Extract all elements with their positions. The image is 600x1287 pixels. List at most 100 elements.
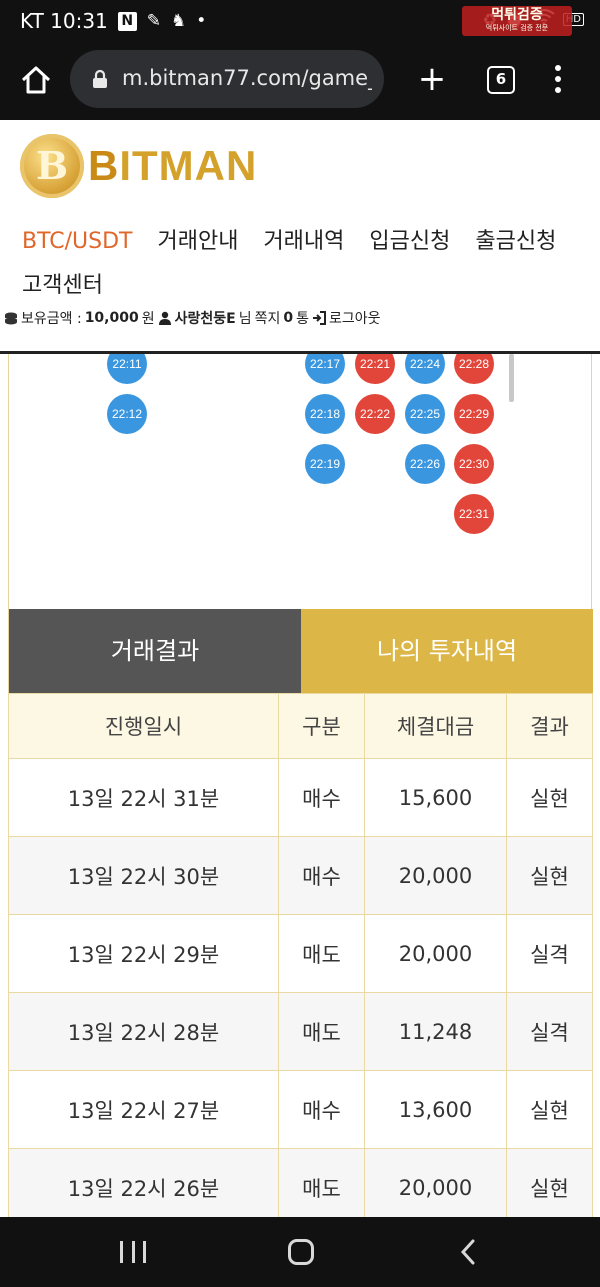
logout-icon (313, 311, 326, 325)
overflow-menu-button[interactable] (548, 62, 568, 98)
nickname-suffix: 님 (238, 311, 252, 327)
main-navigation: BTC/USDT 거래안내 거래내역 입금신청 출금신청 고객센터 (22, 220, 582, 308)
column-header-amount: 체결대금 (364, 693, 507, 759)
table-header-row: 진행일시 구분 체결대금 결과 (8, 693, 593, 759)
recent-apps-button[interactable] (120, 1241, 146, 1263)
watermark-subtitle: 먹튀사이트 검증 전문 (485, 24, 549, 32)
nav-trade-guide[interactable]: 거래안내 (157, 229, 239, 254)
plus-icon: + (417, 59, 447, 99)
cell-datetime: 13일 22시 28분 (8, 992, 279, 1071)
home-nav-button[interactable] (288, 1239, 314, 1265)
brand-wordmark: BITMAN (88, 142, 258, 189)
balance-unit: 원 (141, 311, 155, 327)
table-row: 13일 22시 31분 매수 15,600 실현 (8, 758, 593, 837)
new-tab-button[interactable]: + (416, 62, 448, 96)
site-header: B BITMAN BTC/USDT 거래안내 거래내역 입금신청 출금신청 고객… (0, 120, 600, 354)
message-label[interactable]: 쪽지 (254, 311, 281, 327)
cell-amount: 20,000 (364, 914, 507, 993)
url-text: m.bitman77.com/game_ (122, 66, 372, 90)
cell-type: 매도 (278, 914, 365, 993)
table-row: 13일 22시 26분 매도 20,000 실현 (8, 1148, 593, 1227)
cell-result: 실현 (506, 836, 593, 915)
cell-amount: 11,248 (364, 992, 507, 1071)
round-ball: 22:17 (305, 354, 345, 384)
round-ball: 22:31 (454, 494, 494, 534)
tab-switcher-button[interactable]: 6 (487, 66, 515, 94)
cell-datetime: 13일 22시 29분 (8, 914, 279, 993)
android-navigation-bar (0, 1217, 600, 1287)
cell-type: 매수 (278, 1070, 365, 1149)
round-ball: 22:21 (355, 354, 395, 384)
nav-trade-history[interactable]: 거래내역 (263, 229, 345, 254)
bitcoin-coin-icon: B (20, 134, 84, 198)
home-button[interactable] (18, 62, 54, 98)
round-ball: 22:25 (405, 394, 445, 434)
watermark-stamp: 먹튀검증 먹튀사이트 검증 전문 (462, 6, 572, 36)
table-row: 13일 22시 30분 매수 20,000 실현 (8, 836, 593, 915)
cell-amount: 20,000 (364, 1148, 507, 1227)
user-nickname: 사랑천둥E (174, 311, 236, 327)
nav-btc-usdt[interactable]: BTC/USDT (22, 229, 133, 254)
cell-datetime: 13일 22시 27분 (8, 1070, 279, 1149)
cell-amount: 15,600 (364, 758, 507, 837)
cell-type: 매도 (278, 1148, 365, 1227)
user-info-bar: 보유금액 : 10,000 원 사랑천둥E 님 쪽지 0 통 로그아웃 (4, 308, 381, 328)
round-ball: 22:29 (454, 394, 494, 434)
status-time: KT 10:31 (20, 9, 108, 33)
round-ball: 22:30 (454, 444, 494, 484)
home-icon (21, 66, 51, 94)
cell-type: 매도 (278, 992, 365, 1071)
cell-datetime: 13일 22시 26분 (8, 1148, 279, 1227)
tab-my-investments[interactable]: 나의 투자내역 (301, 609, 593, 693)
bitman-logo[interactable]: B BITMAN (20, 134, 257, 198)
address-bar[interactable]: m.bitman77.com/game_ (70, 50, 384, 108)
table-row: 13일 22시 28분 매도 11,248 실격 (8, 992, 593, 1071)
column-header-result: 결과 (506, 693, 593, 759)
round-ball: 22:18 (305, 394, 345, 434)
cell-result: 실격 (506, 914, 593, 993)
back-chevron-icon (460, 1239, 475, 1265)
grid-scrollbar[interactable] (509, 354, 514, 402)
result-tabs: 거래결과 나의 투자내역 (8, 609, 593, 693)
cell-datetime: 13일 22시 30분 (8, 836, 279, 915)
cell-result: 실현 (506, 1070, 593, 1149)
nav-deposit[interactable]: 입금신청 (369, 229, 451, 254)
cell-amount: 20,000 (364, 836, 507, 915)
round-result-grid: 22:11 22:12 22:17 22:18 22:19 22:21 22:2… (8, 354, 592, 609)
cell-type: 매수 (278, 836, 365, 915)
nav-customer-center[interactable]: 고객센터 (22, 273, 103, 298)
round-ball: 22:26 (405, 444, 445, 484)
naver-notification-icon: N (117, 11, 137, 31)
round-ball: 22:24 (405, 354, 445, 384)
lock-icon (93, 69, 107, 88)
watermark-title: 먹튀검증 (491, 7, 543, 23)
logout-link[interactable]: 로그아웃 (329, 311, 381, 327)
investment-history-table: 진행일시 구분 체결대금 결과 13일 22시 31분 매수 15,600 실현 13일… (8, 693, 593, 1227)
coins-icon (5, 312, 17, 325)
cell-amount: 13,600 (364, 1070, 507, 1149)
status-bar: KT 10:31 N ✎ ♞ • ♻ ⏰ HD 먹튀검증 먹튀사이트 검증 전문 (0, 0, 600, 44)
user-icon (158, 311, 171, 325)
column-header-type: 구분 (278, 693, 365, 759)
message-unit: 통 (296, 311, 309, 327)
nav-withdraw[interactable]: 출금신청 (475, 229, 557, 254)
app-notification-icon: ♞ (171, 11, 187, 31)
column-header-datetime: 진행일시 (8, 693, 279, 759)
cell-result: 실현 (506, 1148, 593, 1227)
round-ball: 22:28 (454, 354, 494, 384)
cell-result: 실격 (506, 992, 593, 1071)
browser-toolbar: m.bitman77.com/game_ + 6 (0, 44, 600, 120)
back-button[interactable] (458, 1239, 480, 1265)
table-row: 13일 22시 29분 매도 20,000 실격 (8, 914, 593, 993)
balance-label: 보유금액 : (21, 311, 82, 327)
more-notifications-dot-icon: • (196, 11, 207, 31)
round-ball: 22:12 (107, 394, 147, 434)
tab-trade-results[interactable]: 거래결과 (9, 609, 301, 693)
cell-datetime: 13일 22시 31분 (8, 758, 279, 837)
message-count: 0 (283, 310, 294, 326)
cell-result: 실현 (506, 758, 593, 837)
round-ball: 22:19 (305, 444, 345, 484)
table-row: 13일 22시 27분 매수 13,600 실현 (8, 1070, 593, 1149)
balance-value: 10,000 (84, 310, 139, 326)
round-ball: 22:22 (355, 394, 395, 434)
